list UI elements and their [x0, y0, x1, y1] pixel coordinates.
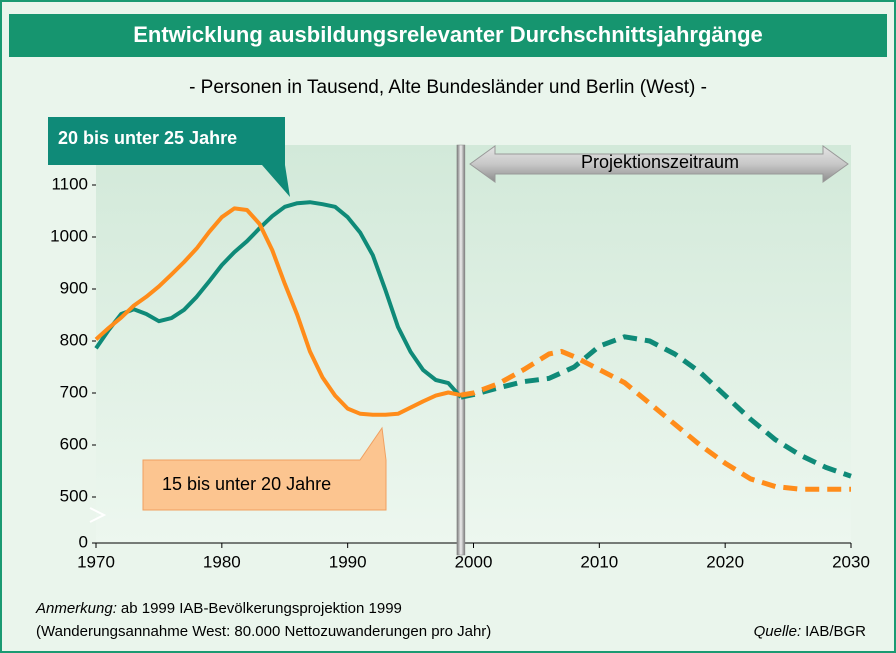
x-tick-label: 2030: [832, 552, 870, 571]
title-bar: [9, 14, 887, 57]
x-tick-label: 1970: [77, 552, 115, 571]
annotation: Anmerkung: ab 1999 IAB-Bevölkerungsprojek…: [35, 600, 402, 617]
series-line: [94, 206, 462, 417]
y-tick-label: 600: [60, 434, 88, 453]
axis-break: [89, 507, 107, 523]
x-tick-label: 2020: [706, 552, 744, 571]
annotation-text: ab 1999 IAB-Bevölkerungsprojektion 1999: [121, 600, 402, 617]
series-line: [94, 200, 463, 399]
source-text: IAB/BGR: [805, 623, 866, 640]
x-tick-label: 2010: [580, 552, 618, 571]
x-tick-label: 1990: [329, 552, 367, 571]
projection-line: [460, 334, 852, 479]
plot: 0 500 600 700 800 900 1000 1100 1970 1980 1990 2000…: [50, 144, 870, 571]
series-label: 20 bis unter 25 Jahre: [58, 128, 237, 148]
callout: [48, 117, 290, 197]
x-tick-label: 1980: [203, 552, 241, 571]
y-tick-label: 900: [60, 278, 88, 297]
source-label: Quelle:: [754, 623, 802, 640]
chart-title: Entwicklung ausbildungsrelevanter Durchs…: [133, 22, 763, 47]
x-tick-label: 2000: [455, 552, 493, 571]
y-tick-label: 500: [60, 486, 88, 505]
projection-arrow: [469, 145, 849, 183]
projection-label: Projektionszeitraum: [581, 152, 739, 172]
callout: [142, 426, 387, 511]
projection-divider: [456, 144, 466, 556]
y-tick-label: 1100: [51, 174, 88, 193]
chart-subtitle: - Personen in Tausend, Alte Bundesländer…: [189, 77, 707, 98]
y-tick-label: 1000: [50, 226, 88, 245]
annotation-label: Anmerkung:: [35, 600, 117, 617]
y-tick-label: 0: [79, 532, 88, 551]
annotation: (Wanderungsannahme West: 80.000 Nettozuw…: [36, 623, 491, 640]
series-label: 15 bis unter 20 Jahre: [162, 474, 331, 494]
source: Quelle: IAB/BGR: [754, 623, 867, 640]
y-tick-label: 700: [60, 382, 88, 401]
y-tick-label: 800: [60, 330, 88, 349]
